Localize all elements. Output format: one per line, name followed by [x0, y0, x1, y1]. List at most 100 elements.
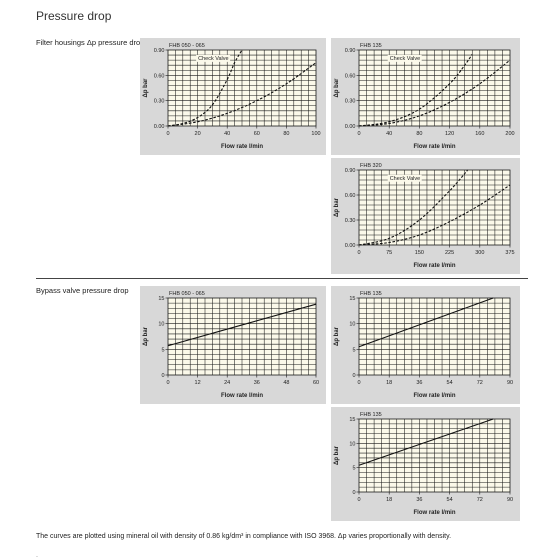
- annotation-check-valve: Check Valve: [390, 176, 420, 182]
- x-tick-label: 300: [475, 250, 484, 256]
- series-line-1: [167, 303, 317, 347]
- y-tick-label: 0: [161, 373, 164, 379]
- annotation-background: [387, 174, 422, 182]
- x-tick-label: 0: [357, 250, 360, 256]
- grid: [168, 50, 316, 126]
- section-divider: [36, 278, 528, 279]
- y-tick-label: 10: [158, 322, 164, 328]
- x-axis-label: Flow rate l/min: [221, 393, 263, 399]
- chart-panel-bypass-fhb-050-065: FHB 050 - 065 0 12 24 36 48 60 0 5 10 15 Flow rate …: [140, 286, 326, 404]
- y-tick-label: 0.00: [345, 124, 356, 130]
- x-tick-label: 36: [254, 380, 260, 386]
- x-tick-label: 90: [507, 380, 513, 386]
- y-tick-label: 0.30: [345, 218, 356, 224]
- page-corner-mark: ·: [36, 554, 38, 560]
- y-axis-label: Δp bar: [334, 445, 340, 465]
- chart-filter-fhb-135: FHB 135 0 40 80 120 160 200 0.00 0.30 0.60 0.90 Flo…: [334, 43, 515, 150]
- x-tick-label: 12: [195, 380, 201, 386]
- y-axis-label: Δp bar: [143, 326, 149, 346]
- series-line-2: [358, 59, 511, 127]
- x-tick-label: 54: [447, 380, 453, 386]
- x-tick-label: 36: [416, 380, 422, 386]
- y-tick-label: 10: [349, 322, 355, 328]
- annotation-background: [387, 54, 422, 62]
- y-tick-label: 15: [158, 296, 164, 302]
- y-tick-label: 0: [352, 373, 355, 379]
- x-tick-label: 72: [477, 380, 483, 386]
- x-tick-label: 160: [475, 131, 484, 137]
- chart-panel-filter-fhb-050-065: FHB 050 - 065 0 20 40 60 80 100 0.00 0.30 0.60 0.9…: [140, 38, 326, 155]
- chart-filter-fhb-050-065: FHB 050 - 065 0 20 40 60 80 100 0.00 0.30 0.60 0.9…: [143, 43, 321, 150]
- y-axis-label: Δp bar: [334, 326, 340, 346]
- x-tick-label: 40: [386, 131, 392, 137]
- x-tick-label: 0: [357, 131, 360, 137]
- x-tick-label: 40: [224, 131, 230, 137]
- x-axis-label: Flow rate l/min: [413, 510, 455, 516]
- x-axis-label: Flow rate l/min: [413, 263, 455, 269]
- chart-title: FHB 135: [360, 291, 382, 297]
- x-tick-label: 80: [416, 131, 422, 137]
- chart-panel-filter-fhb-135: FHB 135 0 40 80 120 160 200 0.00 0.30 0.60 0.90 Flo…: [331, 38, 520, 155]
- grid: [359, 419, 510, 492]
- x-axis-label: Flow rate l/min: [413, 144, 455, 150]
- chart-panel-filter-fhb-320: FHB 320 0 75 150 225 300 375 0.00 0.30 0.60 0.90 Fl…: [331, 158, 520, 274]
- y-tick-label: 0.60: [154, 73, 165, 79]
- x-tick-label: 90: [507, 497, 513, 503]
- series-line-1: [358, 169, 469, 246]
- y-tick-label: 10: [349, 441, 355, 447]
- annotation-background: [196, 54, 231, 62]
- x-tick-label: 200: [505, 131, 514, 137]
- x-tick-label: 150: [415, 250, 424, 256]
- chart-title: FHB 320: [360, 163, 382, 169]
- section-label-filter-housings: Filter housings Δp pressure drop: [36, 38, 145, 47]
- x-tick-label: 0: [166, 380, 169, 386]
- y-tick-label: 5: [352, 347, 355, 353]
- x-tick-label: 60: [254, 131, 260, 137]
- chart-title: FHB 135: [360, 412, 382, 418]
- chart-bypass-fhb-135-a: FHB 135 0 18 36 54 72 90 0 5 10 15 Flow rate l/min Δ…: [334, 291, 513, 399]
- series-line-2: [167, 62, 317, 127]
- annotation-check-valve: Check Valve: [390, 56, 420, 62]
- x-tick-label: 120: [445, 131, 454, 137]
- x-tick-label: 72: [477, 497, 483, 503]
- x-tick-label: 375: [505, 250, 514, 256]
- y-axis-label: Δp bar: [143, 78, 149, 98]
- page-title: Pressure drop: [36, 9, 112, 23]
- x-tick-label: 0: [166, 131, 169, 137]
- y-tick-label: 5: [161, 347, 164, 353]
- series-line-1: [358, 53, 473, 127]
- chart-title: FHB 135: [360, 43, 382, 49]
- y-tick-label: 0.30: [154, 99, 165, 105]
- x-tick-label: 20: [195, 131, 201, 137]
- grid: [359, 298, 510, 375]
- x-tick-label: 24: [224, 380, 230, 386]
- chart-panel-bypass-fhb-135-a: FHB 135 0 18 36 54 72 90 0 5 10 15 Flow rate l/min Δ…: [331, 286, 520, 404]
- y-tick-label: 0.30: [345, 99, 356, 105]
- chart-title: FHB 050 - 065: [169, 291, 205, 297]
- y-axis-label: Δp bar: [334, 78, 340, 98]
- series-line-1: [358, 418, 494, 466]
- series-line-1: [167, 49, 243, 127]
- chart-filter-fhb-320: FHB 320 0 75 150 225 300 375 0.00 0.30 0.60 0.90 Fl…: [334, 163, 515, 269]
- chart-panel-bypass-fhb-135-b: FHB 135 0 18 36 54 72 90 0 5 10 15 Flow rate l/min Δ…: [331, 407, 520, 521]
- x-tick-label: 75: [386, 250, 392, 256]
- y-tick-label: 0.90: [154, 48, 165, 54]
- x-tick-label: 100: [311, 131, 320, 137]
- series-line-1: [358, 297, 494, 348]
- grid: [359, 170, 510, 245]
- series-line-2: [358, 184, 511, 246]
- y-tick-label: 0.90: [345, 168, 356, 174]
- chart-bypass-fhb-050-065: FHB 050 - 065 0 12 24 36 48 60 0 5 10 15 Flow rate …: [143, 291, 319, 399]
- grid: [168, 298, 316, 375]
- y-tick-label: 0.60: [345, 73, 356, 79]
- x-tick-label: 0: [357, 380, 360, 386]
- x-tick-label: 48: [283, 380, 289, 386]
- x-tick-label: 18: [386, 380, 392, 386]
- chart-bypass-fhb-135-b: FHB 135 0 18 36 54 72 90 0 5 10 15 Flow rate l/min Δ…: [334, 412, 513, 516]
- x-tick-label: 18: [386, 497, 392, 503]
- x-tick-label: 54: [447, 497, 453, 503]
- footnote: The curves are plotted using mineral oil…: [36, 533, 452, 540]
- y-axis-label: Δp bar: [334, 197, 340, 217]
- y-tick-label: 0.60: [345, 193, 356, 199]
- section-label-bypass-valve: Bypass valve pressure drop: [36, 286, 129, 295]
